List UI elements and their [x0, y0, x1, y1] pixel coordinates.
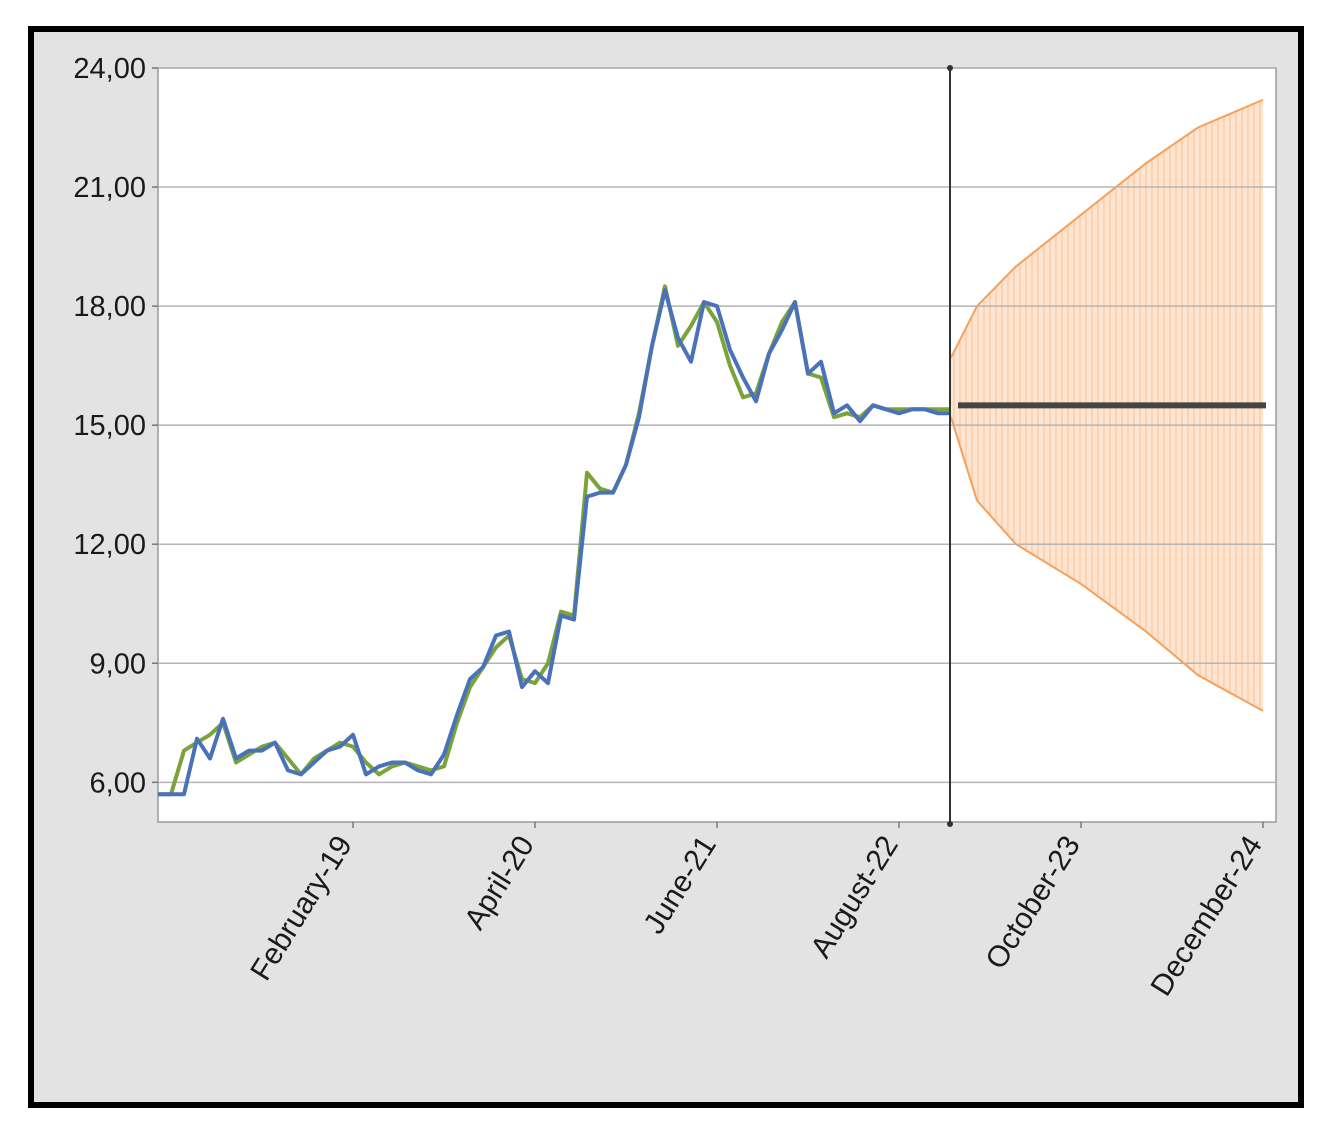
y-tick-label: 12,00	[73, 529, 146, 561]
series-line-2	[158, 288, 951, 797]
x-tick-label: June-21	[637, 830, 722, 939]
divider-marker-top	[947, 65, 953, 71]
forecast-lower-bound	[950, 416, 1264, 712]
x-tick-label: December-24	[1145, 830, 1269, 1002]
y-tick-label: 24,00	[73, 53, 146, 85]
series-line-1	[158, 284, 951, 797]
y-tick-label: 9,00	[90, 648, 146, 680]
x-tick-label: February-19	[244, 830, 359, 986]
y-tick-label: 15,00	[73, 410, 146, 442]
y-tick-label: 6,00	[90, 767, 146, 799]
y-tick-label: 18,00	[73, 291, 146, 323]
line-chart: 6,00 9,00 12,00 15,00 18,00 21,00 24,00 Februar…	[73, 53, 1277, 1002]
x-tick-label: August-22	[804, 830, 904, 963]
plot-area	[157, 67, 1277, 823]
y-tick-label: 21,00	[73, 172, 146, 204]
divider-marker-bottom	[947, 821, 953, 827]
chart-frame: 6,00 9,00 12,00 15,00 18,00 21,00 24,00 Februar…	[28, 26, 1304, 1108]
x-tick-label: October-23	[979, 830, 1087, 975]
x-tick-label: April-20	[458, 830, 541, 935]
